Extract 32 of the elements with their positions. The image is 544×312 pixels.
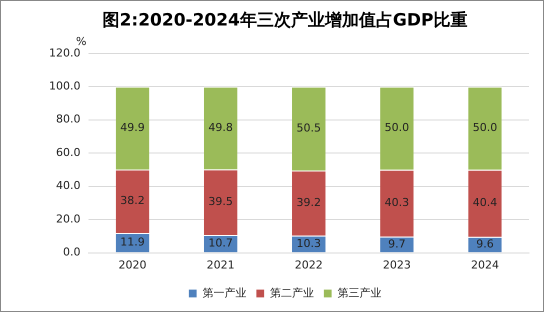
data-label: 50.5 xyxy=(296,121,321,134)
y-tick-label: 100.0 xyxy=(48,79,80,92)
data-label: 10.7 xyxy=(208,236,233,250)
data-label: 50.0 xyxy=(472,121,498,134)
data-label: 9.6 xyxy=(476,237,494,250)
x-tick-label: 2024 xyxy=(470,258,499,272)
y-tick-label: 20.0 xyxy=(56,212,80,226)
y-tick-label: 0.0 xyxy=(62,246,80,259)
chart-title: 图2:2020-2024年三次产业增加值占GDP比重 xyxy=(102,10,468,31)
x-tick-label: 2022 xyxy=(294,258,323,272)
data-label: 11.9 xyxy=(120,236,145,249)
data-label: 9.7 xyxy=(388,237,406,250)
y-tick-label: 80.0 xyxy=(56,112,80,126)
data-label: 38.2 xyxy=(120,194,145,208)
legend-label: 第三产业 xyxy=(337,286,382,300)
data-label: 49.8 xyxy=(208,120,233,134)
legend-label: 第一产业 xyxy=(202,286,246,300)
y-tick-label: 120.0 xyxy=(48,46,80,60)
y-tick-label: 40.0 xyxy=(56,179,80,192)
x-tick-label: 2021 xyxy=(206,258,235,272)
y-tick-label: 60.0 xyxy=(56,146,80,159)
data-label: 50.0 xyxy=(384,121,410,134)
data-label: 39.2 xyxy=(296,196,321,209)
data-label: 39.5 xyxy=(208,195,233,208)
x-tick-label: 2020 xyxy=(118,258,147,272)
y-axis-title: % xyxy=(76,34,86,48)
x-tick-label: 2023 xyxy=(382,258,411,272)
data-label: 40.3 xyxy=(384,196,410,210)
data-label: 40.4 xyxy=(472,196,498,210)
data-label: 49.9 xyxy=(120,120,145,134)
data-label: 10.3 xyxy=(296,236,321,250)
legend-label: 第二产业 xyxy=(270,286,314,300)
